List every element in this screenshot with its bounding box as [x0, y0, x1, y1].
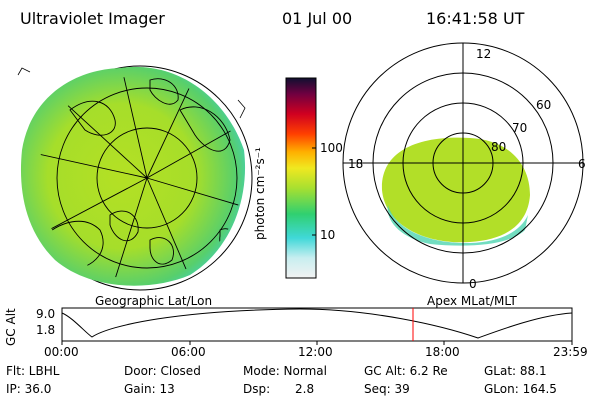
altitude-ylabel: GC Alt: [4, 308, 18, 346]
instrument-title: Ultraviolet Imager: [20, 9, 165, 28]
altitude-xtick-0600: 06:00: [171, 345, 206, 359]
info-gc-alt: GC Alt: 6.2 Re: [364, 364, 448, 378]
info-filter: Flt: LBHL: [6, 364, 60, 378]
info-gain: Gain: 13: [124, 382, 175, 396]
mlat-label-70: 70: [512, 121, 528, 135]
altitude-plot: [61, 307, 573, 345]
colorbar-tick-10: 10: [320, 228, 336, 242]
info-door: Door: Closed: [124, 364, 201, 378]
altitude-xtick-0000: 00:00: [44, 345, 79, 359]
info-glat: GLat: 88.1: [484, 364, 547, 378]
info-ip: IP: 36.0: [6, 382, 52, 396]
altitude-ytick-9: 9.0: [36, 307, 56, 321]
polar-panel-label: Apex MLat/MLT: [427, 294, 517, 308]
altitude-curve: [61, 308, 573, 339]
mlt-label-6: 6: [578, 157, 586, 171]
mlat-label-80: 80: [491, 140, 507, 154]
geographic-image: [17, 65, 253, 291]
date-label: 01 Jul 00: [282, 9, 353, 28]
info-seq: Seq: 39: [364, 382, 410, 396]
mlat-label-60: 60: [536, 98, 552, 112]
polar-image: [342, 42, 584, 284]
altitude-xtick-1800: 18:00: [425, 345, 460, 359]
mlt-label-12: 12: [476, 47, 492, 61]
altitude-xtick-1200: 12:00: [298, 345, 333, 359]
info-glon: GLon: 164.5: [484, 382, 557, 396]
mlt-label-18: 18: [348, 157, 364, 171]
time-label: 16:41:58 UT: [426, 9, 525, 28]
info-dsp-label: Dsp:: [243, 382, 271, 396]
colorbar-tick-100: 100: [320, 141, 343, 155]
info-dsp-value: 2.8: [295, 382, 315, 396]
altitude-xtick-2359: 23:59: [553, 345, 588, 359]
geo-panel-label: Geographic Lat/Lon: [95, 294, 213, 308]
colorbar: [285, 77, 317, 279]
mlt-label-0: 0: [469, 277, 477, 291]
info-mode: Mode: Normal: [243, 364, 327, 378]
altitude-ytick-1-8: 1.8: [36, 323, 56, 337]
